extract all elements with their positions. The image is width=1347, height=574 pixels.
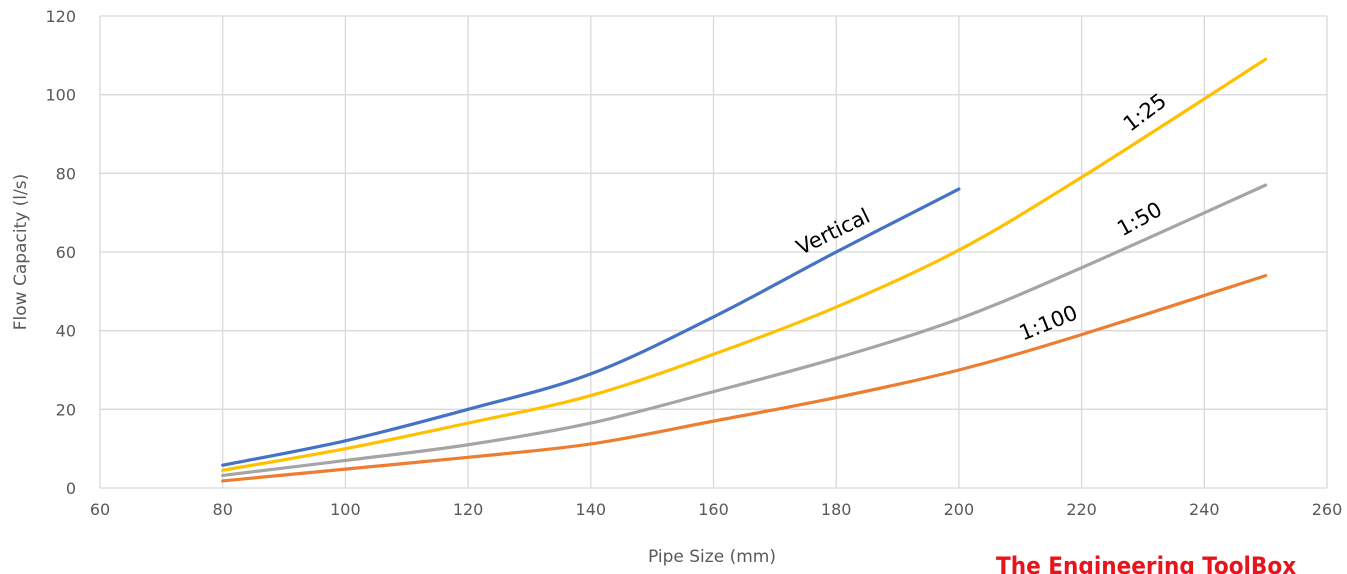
y-tick-label: 80 — [56, 164, 76, 183]
x-tick-label: 80 — [213, 500, 233, 519]
x-tick-label: 200 — [944, 500, 975, 519]
x-axis-title: Pipe Size (mm) — [648, 547, 776, 567]
series-line-1-25 — [221, 57, 1268, 472]
x-tick-label: 180 — [821, 500, 852, 519]
y-tick-label: 120 — [45, 7, 76, 26]
y-tick-label: 100 — [45, 86, 76, 105]
x-tick-label: 120 — [453, 500, 484, 519]
x-tick-label: 100 — [330, 500, 361, 519]
series-line-vertical — [221, 187, 961, 467]
x-tick-label: 220 — [1066, 500, 1097, 519]
engineering-toolbox-watermark: The Engineering ToolBox — [996, 552, 1296, 574]
y-tick-label: 60 — [56, 243, 76, 262]
series-label: 1:25 — [1119, 89, 1171, 137]
series-line-1-100 — [221, 274, 1268, 483]
y-axis-title: Flow Capacity (l/s) — [11, 174, 31, 330]
series-lines — [221, 57, 1268, 483]
x-axis-ticks: 60 80 100 120 140 160 180 200 220 240 260 — [90, 500, 1342, 519]
x-tick-label: 160 — [698, 500, 729, 519]
y-tick-label: 40 — [56, 322, 76, 341]
x-tick-label: 140 — [576, 500, 607, 519]
y-tick-label: 20 — [56, 400, 76, 419]
gridlines — [99, 15, 1328, 489]
series-line-1-50 — [221, 183, 1268, 478]
x-tick-label: 260 — [1312, 500, 1343, 519]
x-tick-label: 60 — [90, 500, 110, 519]
y-tick-label: 0 — [66, 479, 76, 498]
y-axis-ticks: 0 20 40 60 80 100 120 — [45, 7, 76, 498]
x-tick-label: 240 — [1189, 500, 1220, 519]
series-label: Vertical — [793, 204, 874, 260]
